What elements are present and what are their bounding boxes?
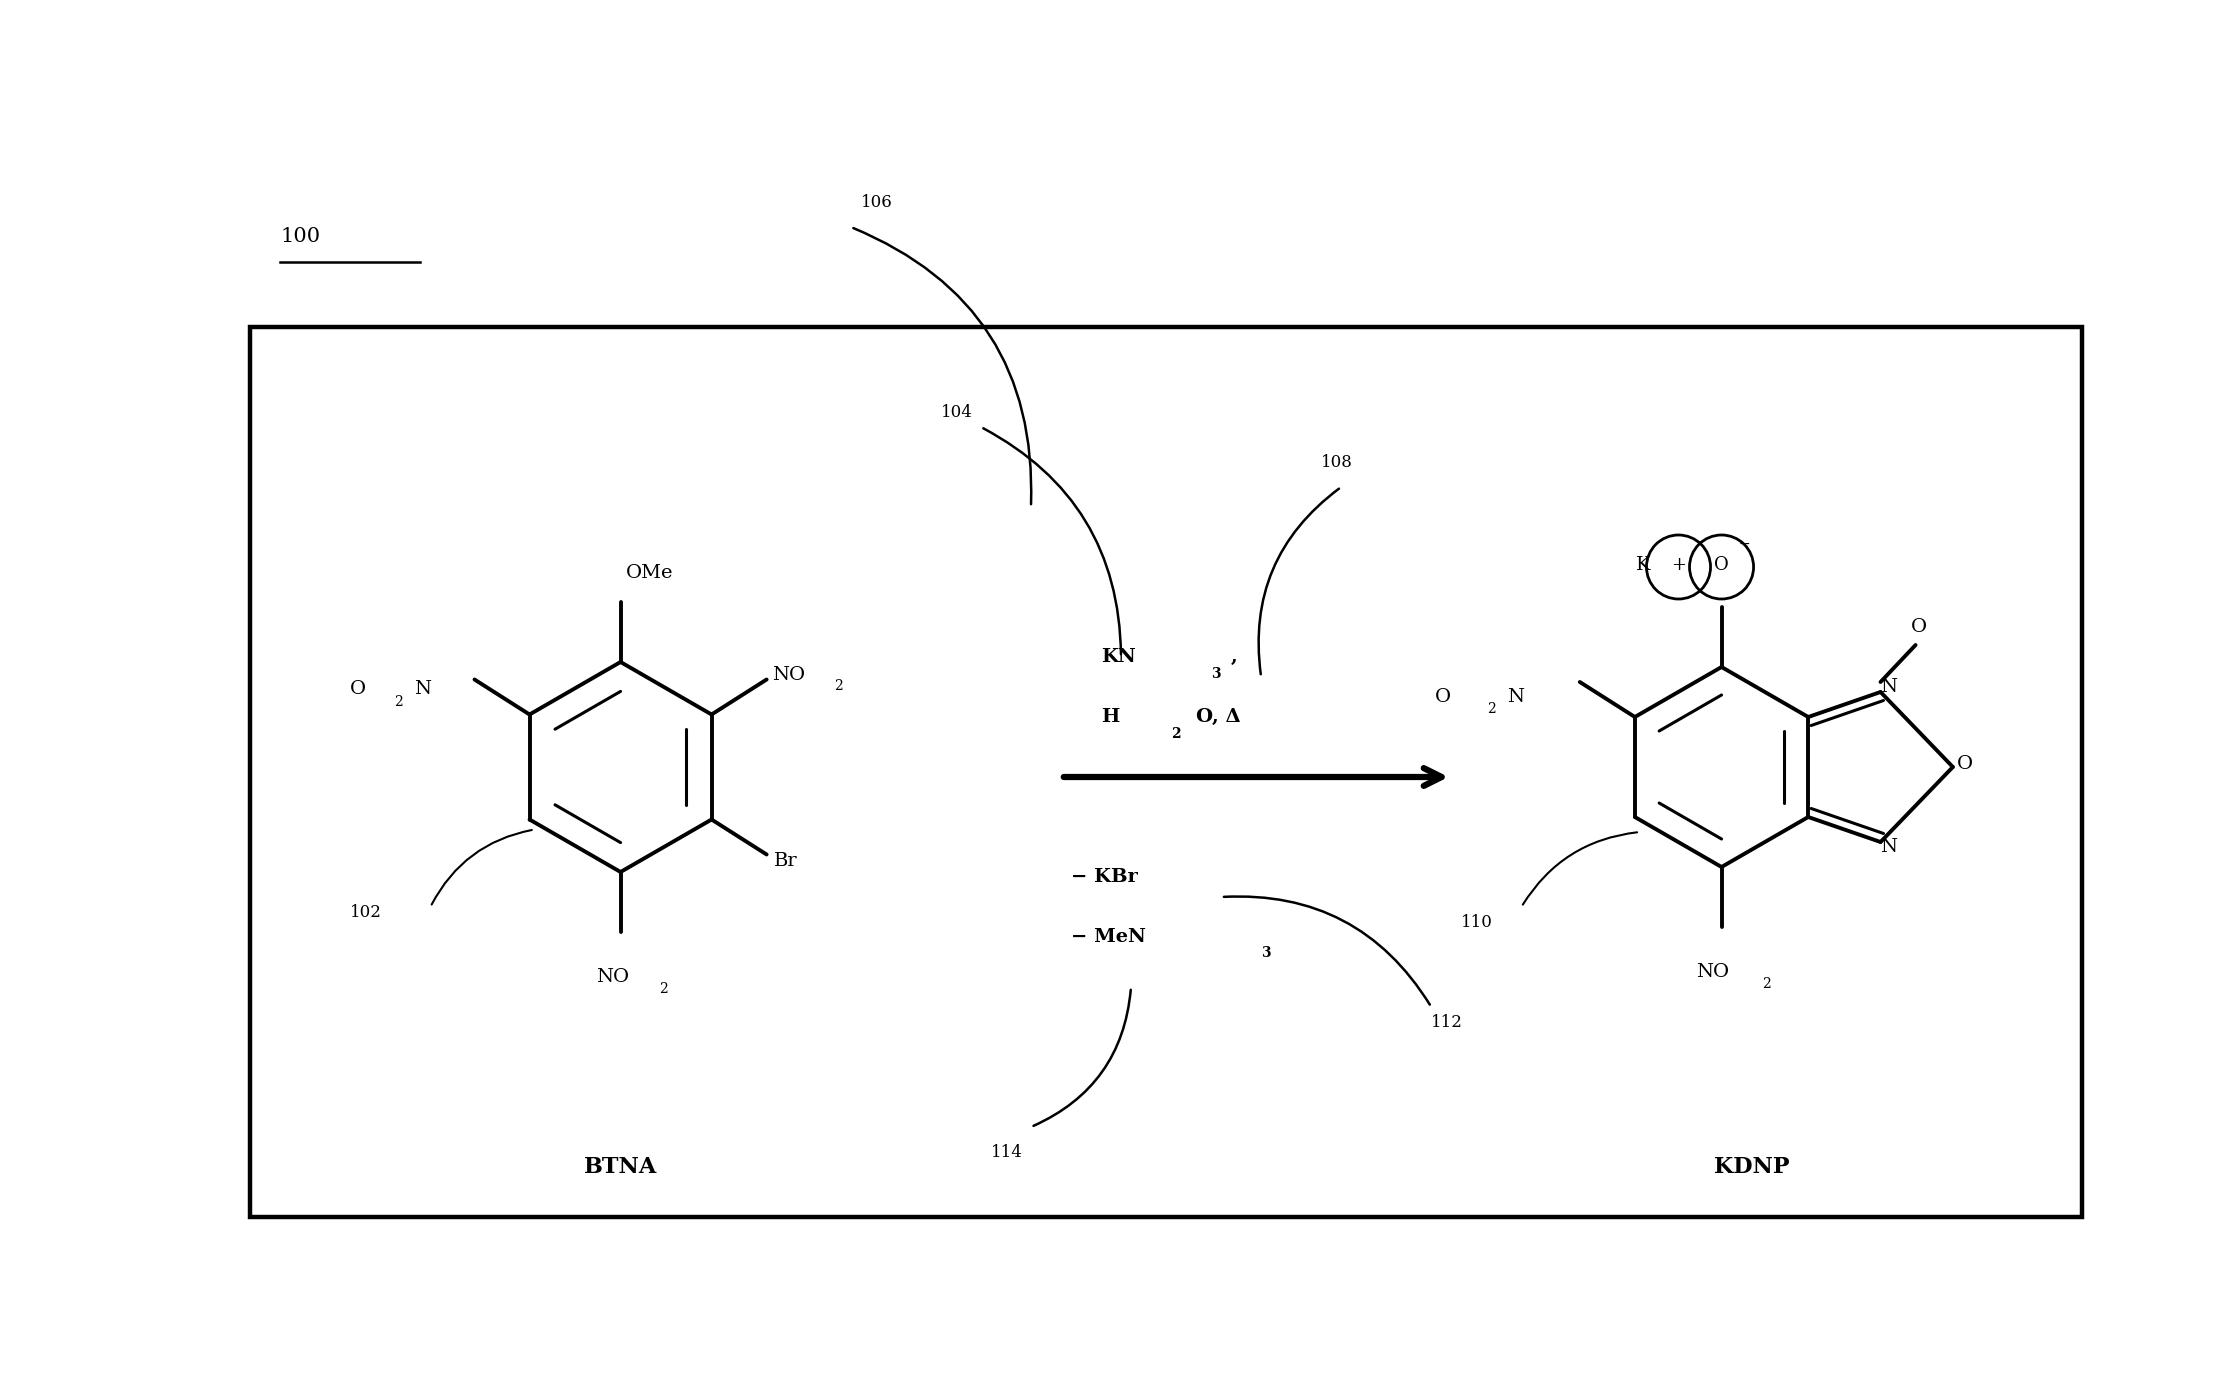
Text: 114: 114 bbox=[991, 1144, 1022, 1161]
Text: O: O bbox=[1958, 755, 1973, 773]
Text: OMe: OMe bbox=[627, 565, 673, 583]
Text: BTNA: BTNA bbox=[584, 1155, 658, 1178]
Text: 2: 2 bbox=[833, 680, 842, 694]
Text: 3: 3 bbox=[1211, 667, 1220, 681]
Text: 102: 102 bbox=[351, 904, 382, 921]
Text: 112: 112 bbox=[1431, 1014, 1462, 1031]
Text: H: H bbox=[1100, 707, 1120, 725]
Text: ,: , bbox=[1231, 648, 1238, 666]
Text: NO: NO bbox=[595, 968, 629, 986]
Text: N: N bbox=[1880, 838, 1898, 856]
Text: O: O bbox=[1435, 688, 1451, 706]
Text: KN: KN bbox=[1100, 648, 1135, 666]
Text: O: O bbox=[1911, 619, 1926, 637]
Text: N: N bbox=[416, 681, 431, 699]
Text: N: N bbox=[1880, 678, 1898, 696]
Text: 2: 2 bbox=[1762, 976, 1771, 990]
Text: NO: NO bbox=[771, 666, 804, 684]
Text: 2: 2 bbox=[1487, 702, 1495, 716]
Text: 2: 2 bbox=[1171, 727, 1180, 741]
Text: 100: 100 bbox=[280, 227, 320, 247]
Text: 110: 110 bbox=[1462, 914, 1493, 931]
Text: +: + bbox=[1671, 556, 1686, 574]
Text: O, Δ: O, Δ bbox=[1195, 707, 1240, 725]
Text: 2: 2 bbox=[396, 695, 402, 709]
Text: − KBr: − KBr bbox=[1071, 868, 1138, 886]
Text: NO: NO bbox=[1698, 963, 1729, 981]
Text: O: O bbox=[1713, 556, 1729, 574]
Text: 108: 108 bbox=[1322, 454, 1353, 472]
Bar bbox=[251, 327, 2082, 1216]
Text: K: K bbox=[1635, 556, 1651, 574]
Text: − MeN: − MeN bbox=[1071, 928, 1147, 946]
Text: Br: Br bbox=[773, 853, 798, 871]
Text: KDNP: KDNP bbox=[1713, 1155, 1789, 1178]
Text: 2: 2 bbox=[658, 982, 667, 996]
Text: −: − bbox=[1740, 537, 1751, 551]
Text: N: N bbox=[1507, 688, 1524, 706]
Text: O: O bbox=[349, 681, 364, 699]
Text: 104: 104 bbox=[940, 404, 973, 422]
Text: 106: 106 bbox=[860, 194, 893, 211]
Text: 3: 3 bbox=[1262, 946, 1271, 960]
